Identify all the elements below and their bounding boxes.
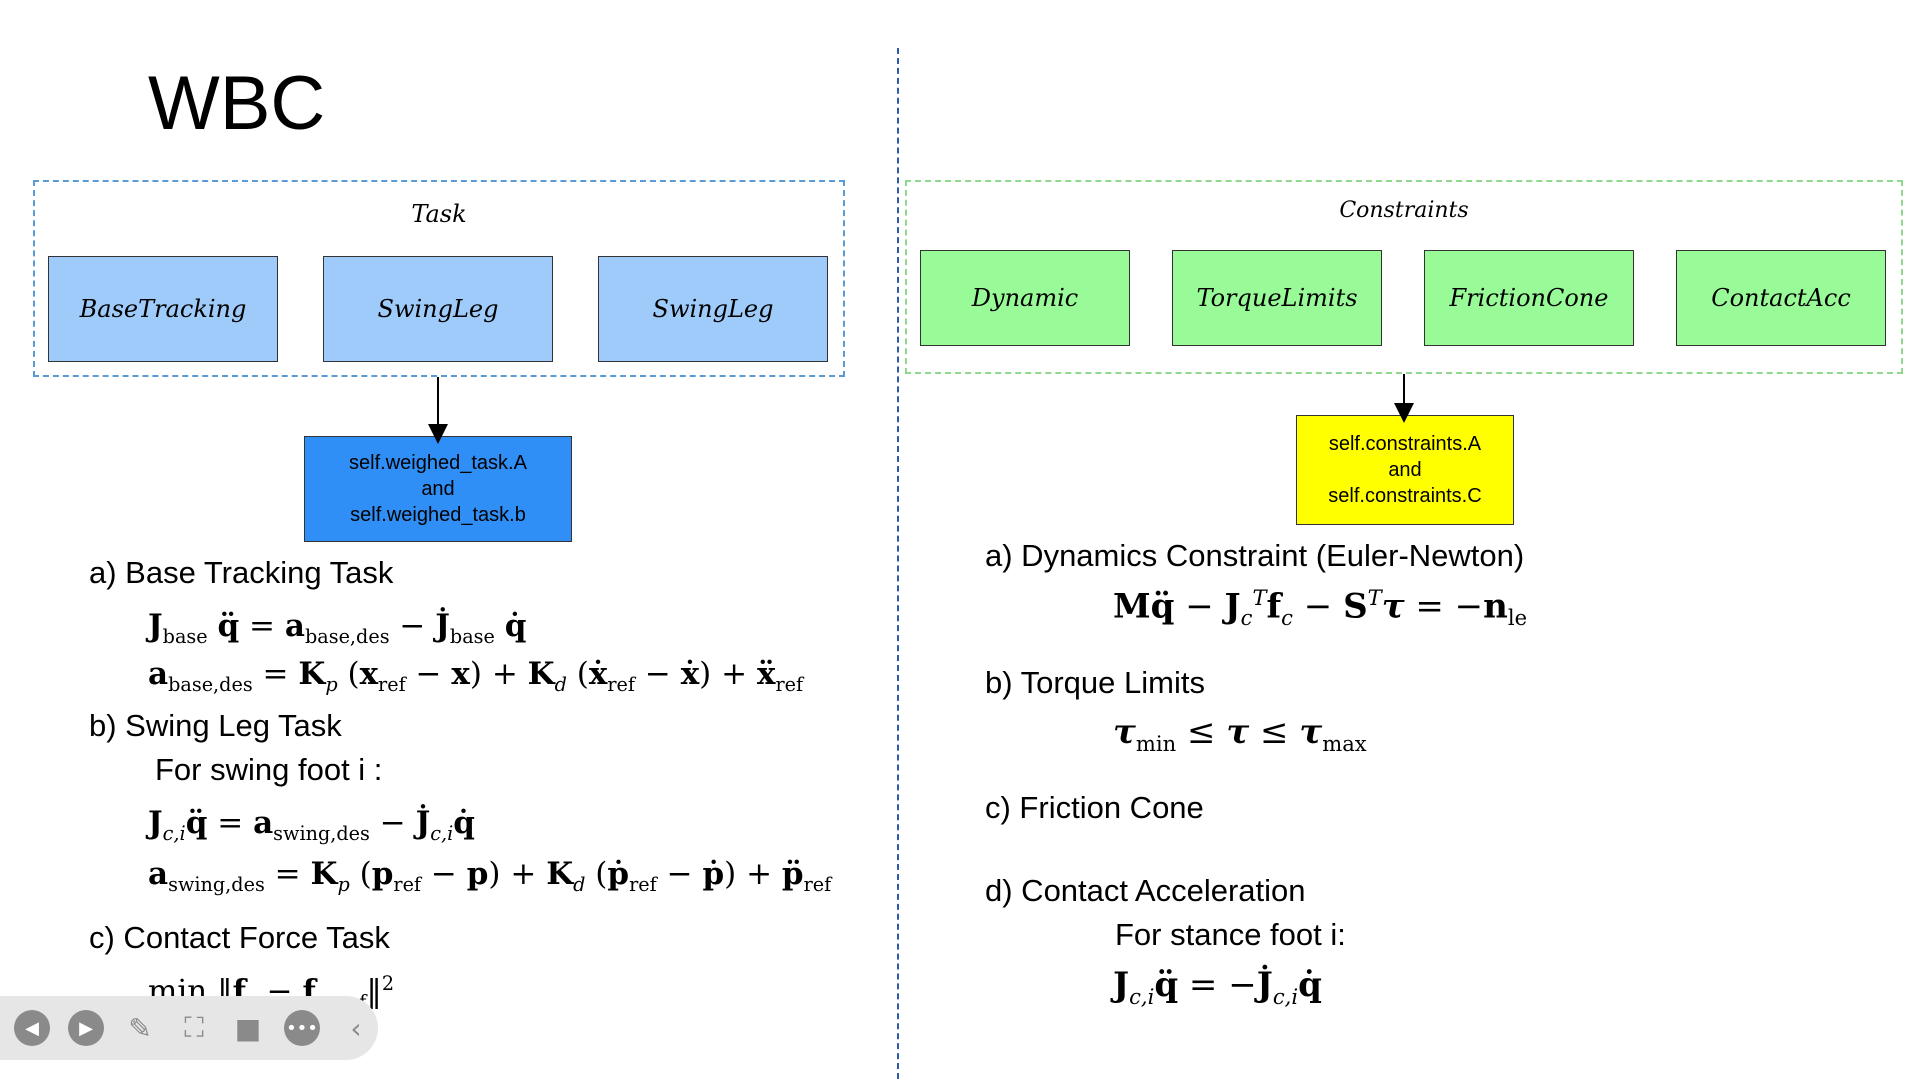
constraints-result-box: self.constraints.A and self.constraints.… xyxy=(1296,415,1514,525)
collapse-icon[interactable]: ‹ xyxy=(350,1011,362,1045)
weighed-task-box: self.weighed_task.A and self.weighed_tas… xyxy=(304,436,572,542)
swing-leg-equation-2: aswing,des = Kp (pref − p) + Kd (ṗref − … xyxy=(148,856,832,897)
dynamics-equation: Mq̈ − JcTfc − STτ = −nle xyxy=(1113,585,1528,631)
prev-icon[interactable]: ◀ xyxy=(14,1010,50,1046)
constraint-block-torque-limits: TorqueLimits xyxy=(1172,250,1382,346)
stance-foot-subheading: For stance foot i: xyxy=(1115,917,1346,952)
constraint-block-friction-cone: FrictionCone xyxy=(1424,250,1634,346)
weighed-task-line-2: and xyxy=(421,478,455,500)
constraints-group xyxy=(905,180,1903,374)
task-block-swing-leg-1: SwingLeg xyxy=(323,256,553,362)
contact-acceleration-heading: d) Contact Acceleration xyxy=(985,873,1306,908)
weighed-task-line-1: self.weighed_task.A xyxy=(349,452,527,474)
pen-icon[interactable]: ✎ xyxy=(128,1011,152,1045)
constraints-line-3: self.constraints.C xyxy=(1328,485,1482,507)
task-group xyxy=(33,180,845,377)
base-tracking-equation-2: abase,des = Kp (xref − x) + Kd (ẋref − ẋ… xyxy=(148,656,804,697)
torque-limits-heading: b) Torque Limits xyxy=(985,665,1205,700)
center-divider xyxy=(897,48,899,1079)
friction-cone-heading: c) Friction Cone xyxy=(985,790,1204,825)
slide-title: WBC xyxy=(148,61,326,146)
swing-foot-subheading: For swing foot i : xyxy=(155,752,383,787)
constraint-block-dynamic: Dynamic xyxy=(920,250,1130,346)
torque-limits-equation: τmin ≤ τ ≤ τmax xyxy=(1113,712,1367,756)
play-icon[interactable]: ▶ xyxy=(68,1010,104,1046)
focus-icon[interactable]: ⛶ xyxy=(184,1011,204,1044)
base-tracking-equation-1: Jbase q̈ = abase,des − J̇base q̇ xyxy=(148,608,527,649)
constraints-line-1: self.constraints.A xyxy=(1328,433,1482,455)
swing-leg-equation-1: Jc,iq̈ = aswing,des − J̇c,iq̇ xyxy=(148,805,475,846)
contact-force-heading: c) Contact Force Task xyxy=(89,920,390,955)
camera-icon[interactable]: ■ xyxy=(234,1011,262,1045)
weighed-task-line-3: self.weighed_task.b xyxy=(350,504,526,526)
contact-acceleration-equation: Jc,iq̈ = −J̇c,iq̇ xyxy=(1113,965,1322,1009)
presentation-toolbar: ◀ ▶ ✎ ⛶ ■ ••• ‹ xyxy=(0,996,378,1060)
more-icon[interactable]: ••• xyxy=(284,1010,320,1046)
task-block-base-tracking: BaseTracking xyxy=(48,256,278,362)
constraints-line-2: and xyxy=(1388,459,1422,481)
task-group-label: Task xyxy=(411,200,467,228)
constraints-group-label: Constraints xyxy=(1339,198,1469,223)
swing-leg-heading: b) Swing Leg Task xyxy=(89,708,342,743)
task-block-swing-leg-2: SwingLeg xyxy=(598,256,828,362)
dynamics-constraint-heading: a) Dynamics Constraint (Euler-Newton) xyxy=(985,538,1525,573)
base-tracking-heading: a) Base Tracking Task xyxy=(89,555,394,590)
constraint-block-contact-acc: ContactAcc xyxy=(1676,250,1886,346)
